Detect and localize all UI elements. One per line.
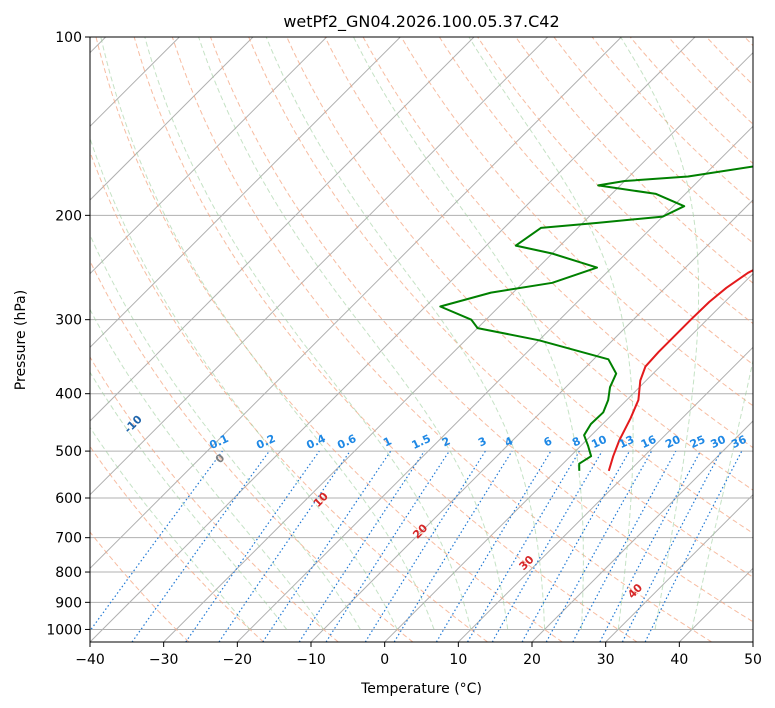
mixing-ratio-line: [131, 450, 270, 642]
dry-adiabat: [133, 37, 638, 642]
mixing-ratio-label: 36: [729, 433, 749, 451]
plot-content: [90, 37, 753, 642]
dry-adiabat: [400, 37, 753, 407]
dry-adiabat: [515, 37, 753, 284]
mixing-ratio-label: 30: [709, 433, 729, 451]
moist-adiabat: [353, 37, 584, 630]
dry-adiabat: [324, 37, 753, 491]
mixing-ratio-line: [572, 450, 677, 642]
moist-adiabat: [620, 37, 700, 630]
moist-adiabat: [90, 233, 361, 630]
mixing-ratio-line: [521, 450, 631, 642]
isotherm-gridline: [90, 37, 475, 422]
x-tick-label: 30: [597, 652, 615, 668]
dry-adiabat: [438, 37, 753, 366]
isotherm-gridline: [90, 37, 328, 275]
x-tick-label: 50: [744, 652, 762, 668]
x-tick-label: −10: [296, 652, 326, 668]
mixing-ratio-label: 13: [617, 433, 636, 451]
mixing-ratio-line: [185, 450, 320, 642]
y-tick-label: 500: [55, 444, 82, 460]
x-tick-label: −40: [75, 652, 105, 668]
moist-adiabat: [468, 37, 634, 630]
dry-adiabat: [90, 150, 488, 642]
mixing-ratio-line: [262, 450, 392, 642]
x-axis-label: Temperature (°C): [360, 681, 482, 697]
y-tick-label: 300: [55, 313, 82, 329]
moist-adiabat: [265, 37, 546, 630]
y-tick-label: 1000: [46, 622, 82, 638]
x-tick-label: 0: [380, 652, 389, 668]
mixing-ratio-label: 20: [663, 433, 683, 451]
dry-adiabat: [95, 37, 563, 642]
mixing-ratio-line: [298, 450, 425, 642]
x-tick-label: −20: [223, 652, 253, 668]
moist-adiabat: [691, 358, 753, 630]
moist-adiabat: [90, 308, 324, 630]
mixing-ratio-line: [218, 450, 351, 642]
moist-adiabat: [144, 37, 472, 630]
isotherm-gridline: [605, 493, 753, 642]
y-tick-label: 700: [55, 531, 82, 547]
axes: −40 −30 −20 −10 0 10 20 30 40 50 1000 900 800 700 600 5…: [46, 30, 762, 668]
mixing-ratio-line: [325, 450, 450, 642]
isotherm-gridline: [457, 346, 753, 642]
isotherm-gridline: [90, 37, 622, 570]
moist-adiabat: [90, 136, 398, 630]
y-tick-label: 200: [55, 208, 82, 224]
moist-adiabat: [100, 37, 435, 630]
dry-adiabat: [210, 37, 753, 623]
dry-adiabat: [248, 37, 753, 578]
y-tick-label: 400: [55, 387, 82, 403]
x-tick-label: 20: [523, 652, 541, 668]
profile-series-1: [439, 165, 753, 471]
isotherm-gridline: [90, 37, 549, 496]
dry-adiabat: [171, 37, 712, 642]
y-tick-label: 100: [55, 30, 82, 46]
isotherm-gridline: [384, 272, 753, 642]
mixing-ratio-label: 25: [688, 433, 707, 451]
mixing-ratio-line: [644, 450, 743, 642]
x-tick-label: 40: [670, 652, 688, 668]
isotherm-gridline: [531, 420, 753, 642]
x-tick-label: −30: [149, 652, 179, 668]
isotherm-gridline: [163, 51, 753, 642]
isotherm-gridline: [90, 37, 401, 349]
plot-frame: [89, 36, 754, 643]
mixing-ratio-line: [90, 450, 223, 632]
moist-adiabat: [198, 37, 509, 630]
isotherm-gridline: [90, 37, 696, 642]
isotherm-gridline: [90, 37, 254, 201]
y-tick-label: 900: [55, 595, 82, 611]
mixing-ratio-line: [393, 450, 513, 642]
mixing-ratio-label: 10: [589, 433, 609, 451]
mixing-ratio-line: [545, 450, 653, 642]
profile-series-0: [607, 269, 753, 472]
dry-adiabat: [90, 259, 414, 642]
y-tick-label: 600: [55, 491, 82, 507]
dry-adiabat: [90, 445, 264, 642]
chart-title: wetPf2_GN04.2026.100.05.37.C42: [283, 12, 559, 32]
dry-adiabat: [90, 531, 190, 642]
x-tick-label: 10: [449, 652, 467, 668]
y-axis-label: Pressure (hPa): [13, 290, 29, 390]
mixing-ratio-label: 16: [639, 433, 659, 451]
y-tick-label: 800: [55, 565, 82, 581]
dry-adiabat: [90, 356, 339, 642]
